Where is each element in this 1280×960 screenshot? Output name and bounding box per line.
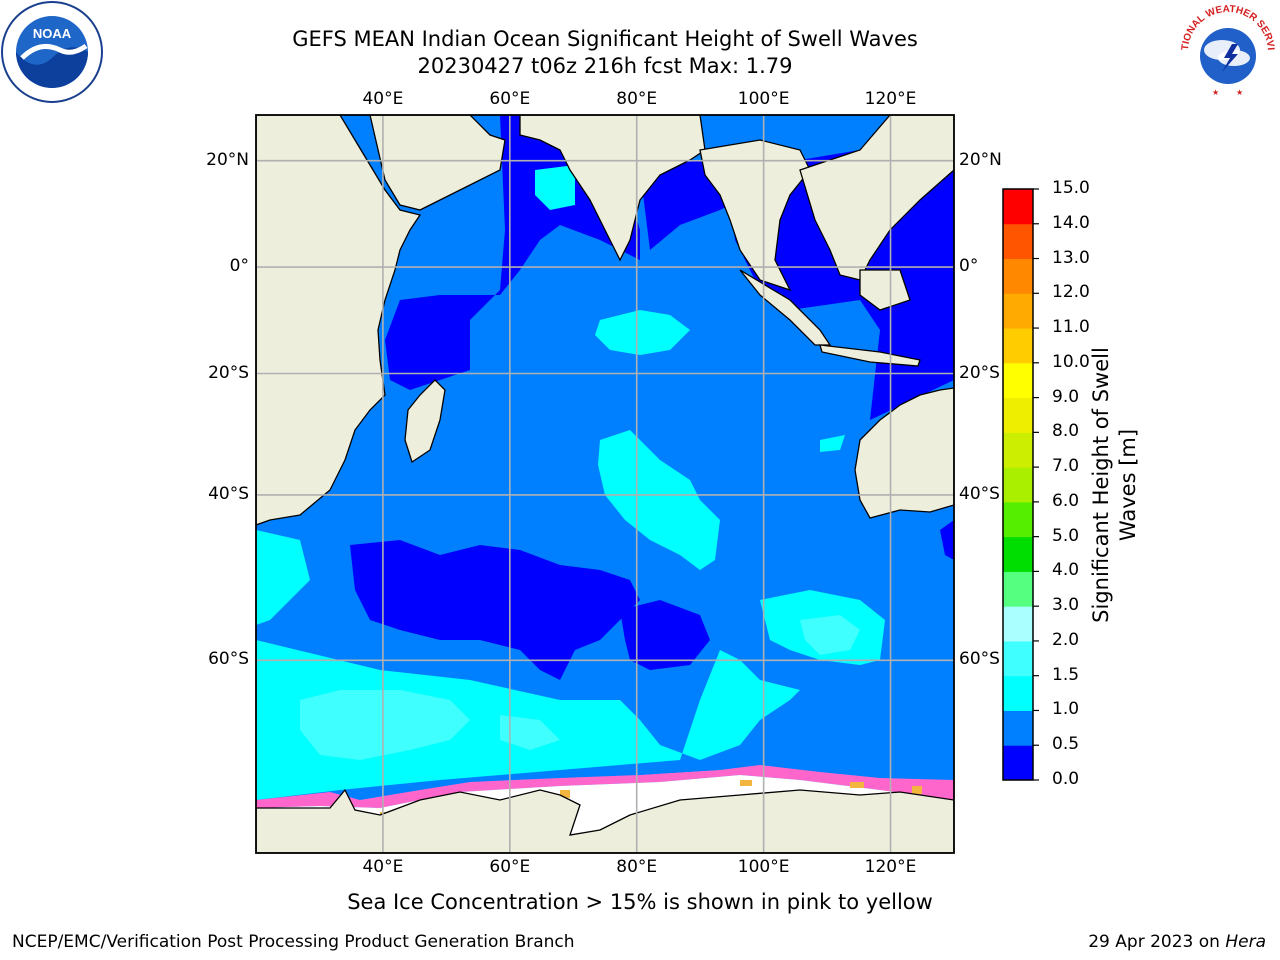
colorbar-tick-label: 15.0 [1052, 178, 1090, 198]
colorbar-segment [1003, 675, 1033, 711]
svg-text:★: ★ [1212, 88, 1219, 97]
colorbar-segment [1003, 501, 1033, 538]
colorbar-label-line2: Waves [m] [1116, 428, 1140, 542]
colorbar-tick-label: 10.0 [1052, 351, 1090, 372]
colorbar-frame [1002, 188, 1034, 781]
colorbar-label: Significant Height of Swell Waves [m] [1088, 335, 1148, 635]
colorbar-tick-label: 2.0 [1052, 629, 1080, 650]
lat-tick-left: 40°S [208, 483, 249, 504]
lon-tick-bottom: 100°E [737, 857, 790, 877]
lat-tick-right: 20°N [959, 149, 1002, 170]
colorbar-segment [1003, 328, 1033, 364]
colorbar-segment [1003, 189, 1033, 225]
colorbar-tick-label: 0.0 [1052, 769, 1080, 789]
colorbar-segment [1003, 640, 1033, 677]
lat-tick-right: 20°S [959, 362, 1000, 383]
colorbar-tick-label: 14.0 [1052, 212, 1090, 233]
colorbar-tick-label: 12.0 [1052, 282, 1090, 303]
colorbar-label-line1: Significant Height of Swell [1089, 347, 1113, 623]
lat-tick-left: 60°S [208, 649, 249, 670]
lon-tick-bottom: 60°E [489, 857, 531, 877]
lon-tick-top: 40°E [362, 89, 404, 109]
colorbar-tick-label: 0.5 [1052, 734, 1080, 755]
swell-1.5-2.0-areas [300, 615, 860, 760]
colorbar-tick-label: 4.0 [1052, 560, 1080, 581]
noaa-logo-text: NOAA [33, 26, 72, 41]
colorbar-segment [1003, 536, 1033, 572]
lat-tick-left: 20°N [206, 149, 249, 170]
colorbar [1002, 188, 1039, 781]
colorbar-tick-label: 6.0 [1052, 490, 1080, 511]
lat-tick-left: 20°S [208, 362, 249, 383]
chart-subtitle: 20230427 t06z 216h fcst Max: 1.79 [417, 54, 793, 78]
sea-ice-caption: Sea Ice Concentration > 15% is shown in … [347, 890, 933, 914]
colorbar-tick-label: 1.0 [1052, 699, 1080, 720]
lon-tick-bottom: 120°E [864, 857, 917, 877]
chart-title: GEFS MEAN Indian Ocean Significant Heigh… [292, 27, 918, 51]
colorbar-tick-label: 13.0 [1052, 247, 1090, 268]
lon-tick-bottom: 40°E [362, 857, 404, 877]
colorbar-segment [1003, 710, 1033, 746]
footer-date-text: 29 Apr 2023 on [1088, 932, 1226, 952]
footer-date: 29 Apr 2023 on Hera [1088, 932, 1266, 952]
colorbar-segment [1003, 293, 1033, 329]
footer-credit: NCEP/EMC/Verification Post Processing Pr… [12, 932, 575, 952]
lon-tick-bottom: 80°E [616, 857, 658, 877]
colorbar-segment [1003, 467, 1033, 503]
svg-text:★: ★ [1236, 88, 1243, 97]
map-gridlines [256, 115, 954, 853]
colorbar-segment [1003, 362, 1033, 399]
colorbar-tick-label: 11.0 [1052, 317, 1090, 338]
colorbar-segment [1003, 258, 1033, 294]
lon-tick-top: 100°E [737, 89, 790, 109]
colorbar-segment [1003, 223, 1033, 260]
lon-tick-top: 80°E [616, 89, 658, 109]
lat-tick-right: 0° [959, 256, 979, 277]
colorbar-tick-label: 8.0 [1052, 421, 1080, 442]
colorbar-tick-label: 5.0 [1052, 525, 1080, 546]
colorbar-tick-label: 9.0 [1052, 386, 1080, 407]
lat-tick-left: 0° [229, 256, 249, 277]
land-masses [256, 115, 954, 853]
nws-logo: NATIONAL WEATHER SERVICE ★ ★ [1176, 0, 1276, 100]
lat-tick-right: 40°S [959, 483, 1000, 504]
colorbar-segment [1003, 397, 1033, 433]
colorbar-segment [1003, 571, 1033, 607]
colorbar-segment [1003, 432, 1033, 468]
colorbar-tick-label: 7.0 [1052, 456, 1080, 477]
lat-tick-right: 60°S [959, 649, 1000, 670]
noaa-logo: NOAA [1, 1, 103, 103]
lon-tick-top: 120°E [864, 89, 917, 109]
map-frame [255, 114, 955, 854]
lon-tick-top: 60°E [489, 89, 531, 109]
colorbar-tick-label: 1.5 [1052, 664, 1080, 685]
colorbar-segment [1003, 745, 1033, 781]
colorbar-tick-label: 3.0 [1052, 595, 1080, 616]
footer-host: Hera [1225, 932, 1266, 952]
colorbar-segment [1003, 606, 1033, 642]
